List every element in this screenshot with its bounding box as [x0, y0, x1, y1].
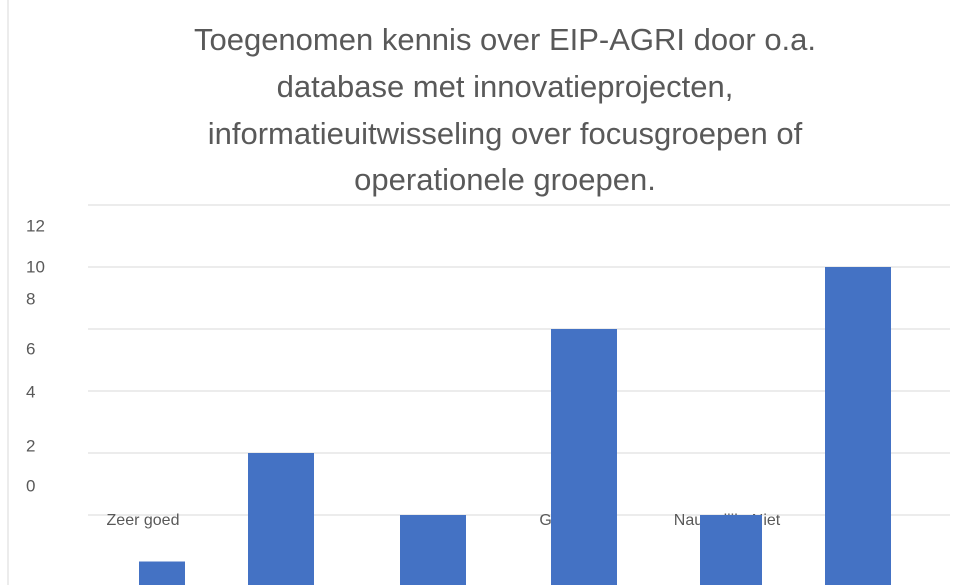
x-tick-label: Zeer goed [107, 512, 180, 529]
y-tick-label: 4 [26, 382, 35, 401]
bar [700, 515, 762, 585]
chart-title: database met innovatieprojecten, [277, 69, 734, 104]
y-tick-label: 0 [26, 476, 35, 495]
chart-title: informatieuitwisseling over focusgroepen… [208, 116, 803, 151]
y-tick-label: 10 [26, 257, 45, 276]
chart-title: operationele groepen. [354, 162, 656, 197]
bar [400, 515, 466, 585]
y-tick-label: 8 [26, 289, 35, 308]
bar [825, 267, 891, 585]
chart-title: Toegenomen kennis over EIP-AGRI door o.a… [194, 22, 816, 57]
bar [248, 453, 314, 585]
y-tick-label: 6 [26, 339, 35, 358]
y-tick-label: 12 [26, 216, 45, 235]
bar [139, 561, 185, 585]
bar [551, 329, 617, 585]
y-tick-label: 2 [26, 436, 35, 455]
